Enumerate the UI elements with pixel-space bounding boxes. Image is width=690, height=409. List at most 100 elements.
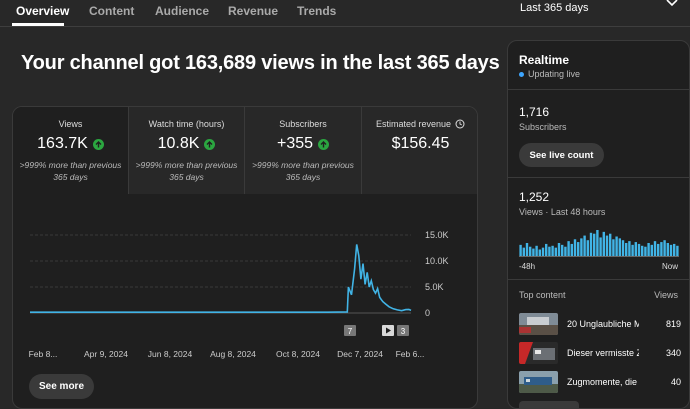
- mini-bar: [666, 243, 669, 256]
- mini-bar: [669, 244, 673, 256]
- arrow-up-icon: [92, 138, 104, 150]
- tab-audience[interactable]: Audience: [155, 4, 210, 18]
- mini-bar: [519, 244, 522, 256]
- arrow-up-icon: [318, 138, 330, 150]
- mini-bar: [532, 248, 535, 256]
- marker-box: [344, 325, 356, 336]
- tab-revenue[interactable]: Revenue: [228, 4, 279, 18]
- divider: [508, 177, 689, 178]
- mini-bar: [631, 244, 634, 256]
- metric-views[interactable]: Views 163.7K >999% more than previous 36…: [13, 107, 128, 194]
- mini-bar: [602, 231, 605, 256]
- realtime-views-value: 1,252: [519, 190, 550, 204]
- divider: [508, 279, 689, 280]
- top-content-views: 40: [670, 377, 681, 387]
- realtime-views-bar-chart: [519, 230, 679, 257]
- mini-bar: [564, 246, 567, 256]
- mini-bar: [548, 246, 551, 256]
- mini-bar: [580, 238, 583, 256]
- mini-bar: [644, 246, 647, 256]
- play-icon: [386, 327, 391, 334]
- metric-comparison: >999% more than previous 365 days: [19, 160, 122, 182]
- metric-label: Views: [58, 119, 83, 129]
- chart-marker: 7: [344, 325, 356, 336]
- tab-content[interactable]: Content: [89, 4, 135, 18]
- metric-label: Watch time (hours): [148, 119, 225, 129]
- mini-chart-start-label: -48h: [519, 262, 536, 271]
- divider: [244, 107, 245, 194]
- metric-revenue[interactable]: Estimated revenue $156.45: [362, 107, 477, 194]
- top-content-views: 819: [665, 319, 681, 329]
- y-tick-label: 10.0K: [425, 256, 449, 266]
- analytics-tabs: Overview Content Audience Revenue Trends: [0, 0, 500, 26]
- top-content-title: Zugmomente, die ...: [567, 377, 639, 387]
- metric-value: $156.45: [391, 135, 450, 152]
- mini-bar: [625, 243, 628, 256]
- active-tab-indicator: [12, 23, 64, 26]
- see-live-count-button[interactable]: See live count: [519, 143, 604, 167]
- x-tick-label: Dec 7, 2024: [337, 349, 383, 359]
- marker-label: 3: [401, 327, 406, 336]
- mini-bar: [529, 246, 532, 256]
- live-dot-icon: [519, 71, 524, 77]
- realtime-views-label: Views · Last 48 hours: [519, 207, 606, 217]
- top-content-item[interactable]: Zugmomente, die ... 40: [519, 371, 681, 393]
- y-tick-label: 0: [425, 308, 430, 318]
- period-selector[interactable]: Last 365 days: [520, 2, 589, 14]
- tabs-divider: [0, 26, 690, 27]
- mini-bar: [554, 247, 557, 256]
- realtime-status: Updating live: [519, 69, 580, 79]
- mini-bar: [551, 245, 554, 256]
- metric-value: +355: [276, 135, 314, 152]
- metric-label: Subscribers: [279, 119, 327, 129]
- video-thumbnail: [519, 313, 558, 335]
- metric-comparison: >999% more than previous 365 days: [135, 160, 238, 182]
- metric-label: Estimated revenue: [375, 119, 452, 129]
- metric-value: 10.8K: [157, 135, 200, 152]
- top-content-item[interactable]: Dieser vermisste Zug 340: [519, 342, 681, 364]
- metric-watch-time[interactable]: Watch time (hours) 10.8K >999% more than…: [129, 107, 244, 194]
- tab-overview[interactable]: Overview: [16, 4, 70, 18]
- mini-bar: [621, 240, 625, 256]
- video-thumbnail: [519, 342, 558, 364]
- y-tick-label: 15.0K: [425, 230, 449, 240]
- mini-bar: [541, 247, 545, 256]
- metric-subscribers[interactable]: Subscribers +355 >999% more than previou…: [245, 107, 361, 194]
- mini-bar: [545, 243, 548, 256]
- page-title: Your channel got 163,689 views in the la…: [21, 52, 500, 74]
- tab-trends[interactable]: Trends: [297, 4, 337, 18]
- mini-bar: [570, 243, 573, 256]
- mini-bar: [567, 241, 570, 256]
- top-content-header: Top content: [519, 290, 566, 300]
- mini-bar: [525, 243, 529, 256]
- top-content-title: Dieser vermisste Zug: [567, 348, 639, 358]
- mini-bar: [650, 244, 653, 256]
- mini-bar: [593, 233, 596, 256]
- top-content-item[interactable]: 20 Unglaubliche Momente 819: [519, 313, 681, 335]
- marker-box: [397, 325, 409, 336]
- mini-bar: [583, 235, 586, 256]
- mini-bar: [589, 232, 593, 256]
- mini-bar: [609, 233, 612, 256]
- mini-bar: [657, 243, 660, 256]
- top-content-title: 20 Unglaubliche Momente: [567, 319, 639, 329]
- marker-label: 7: [348, 327, 353, 336]
- views-series-line: [30, 244, 412, 313]
- x-tick-label: Feb 8...: [29, 349, 58, 359]
- x-tick-label: Oct 8, 2024: [276, 349, 320, 359]
- mini-bar: [535, 245, 538, 256]
- mini-bar: [596, 230, 599, 256]
- mini-bar: [599, 237, 602, 256]
- x-tick-label: Aug 8, 2024: [210, 349, 256, 359]
- see-more-button[interactable]: See more: [29, 374, 94, 399]
- mini-bar: [538, 249, 541, 256]
- realtime-subscribers-value: 1,716: [519, 105, 550, 119]
- clock-icon: [455, 119, 465, 129]
- y-tick-label: 5.0K: [425, 282, 444, 292]
- chevron-down-icon[interactable]: [665, 0, 679, 10]
- divider: [128, 107, 129, 194]
- mini-bar: [634, 242, 637, 256]
- mini-bar: [573, 239, 577, 256]
- x-tick-label: Feb 6...: [396, 349, 425, 359]
- scroll-peek: [519, 401, 579, 408]
